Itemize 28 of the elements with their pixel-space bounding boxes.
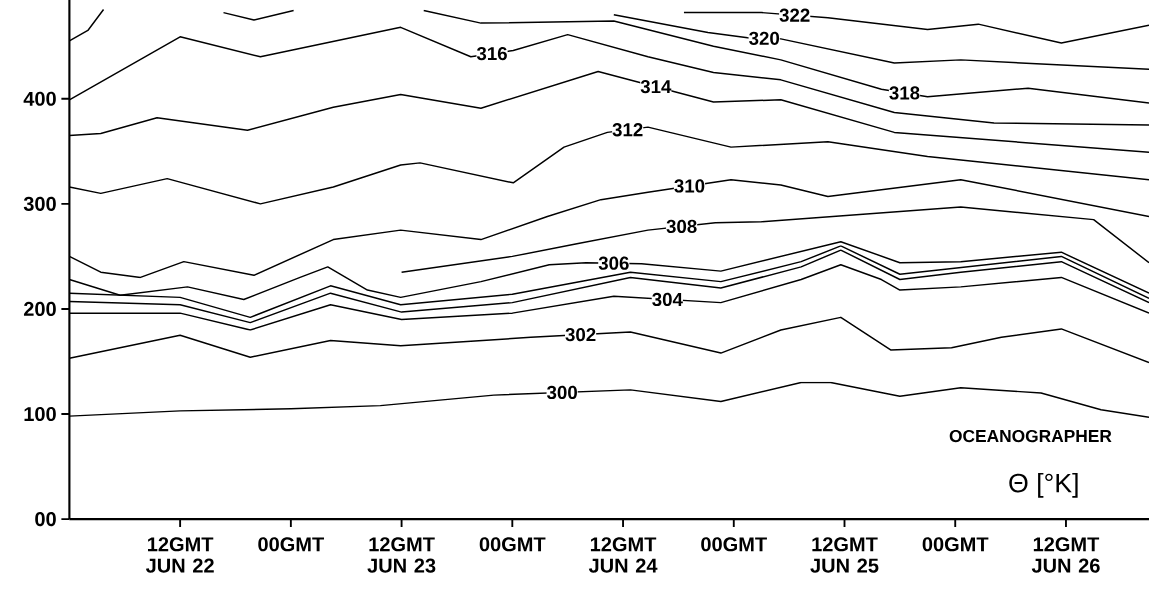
x-tick-label: 12GMT JUN 23 <box>367 537 436 573</box>
series-label: 304 <box>652 292 683 307</box>
x-tick-label: 00GMT <box>701 537 767 552</box>
x-tick-label: 00GMT <box>479 537 546 552</box>
series-label: 302 <box>565 327 596 342</box>
series-label: 314 <box>640 79 672 94</box>
annotation: Θ [°K] <box>1009 472 1078 498</box>
series-label: 322 <box>779 8 810 22</box>
x-tick-label: 00GMT <box>922 537 989 552</box>
x-tick-label: 12GMT JUN 24 <box>588 537 658 573</box>
x-tick-label: 12GMT JUN 22 <box>145 537 214 573</box>
series-label: 308 <box>666 219 697 233</box>
series-label: 316 <box>476 46 507 61</box>
series-label: 320 <box>749 31 780 45</box>
y-tick-label: 100 <box>24 406 56 422</box>
x-tick-label: 12GMT JUN 26 <box>1031 537 1100 573</box>
series-label: 312 <box>612 123 643 137</box>
series-label: 318 <box>889 86 920 100</box>
y-tick-label: 300 <box>23 196 56 211</box>
y-tick-label: 400 <box>23 91 56 106</box>
annotation: OCEANOGRAPHER <box>949 429 1112 443</box>
x-tick-label: 00GMT <box>258 537 325 552</box>
y-tick-label: 200 <box>23 301 56 316</box>
series-label: 306 <box>598 256 629 270</box>
series-label: 310 <box>674 179 705 193</box>
y-tick-label: 00 <box>35 511 56 527</box>
x-tick-label: 12GMT JUN 25 <box>810 537 879 573</box>
series-label: 300 <box>546 385 577 400</box>
